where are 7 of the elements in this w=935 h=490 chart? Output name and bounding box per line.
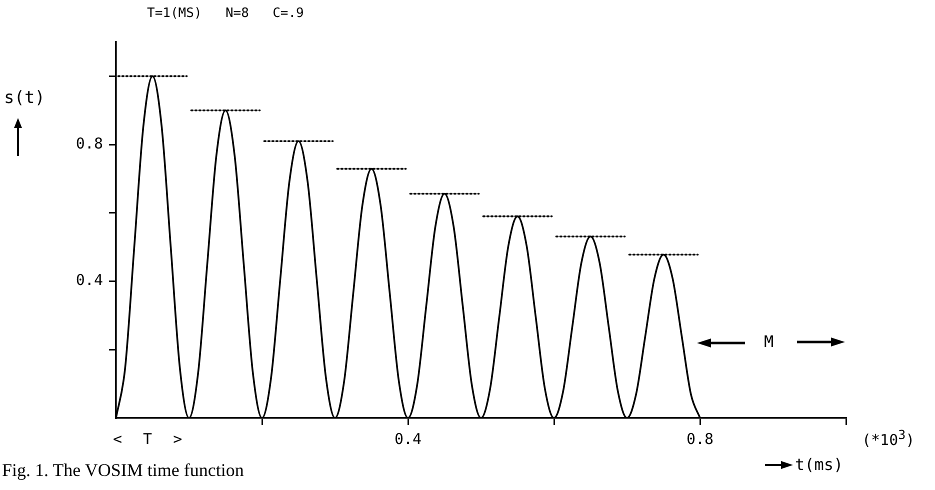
caption: Fig. 1. The VOSIM time function [2, 460, 244, 481]
text: (*10$^{3}$) [862, 427, 915, 449]
x-axis-title: t(ms) [795, 455, 844, 474]
annotation: M [764, 332, 774, 351]
chart-title: T=1(MS) N=8 C=.9 [147, 6, 304, 21]
y-axis-title: s(t) [4, 88, 45, 108]
text: < T > [113, 430, 182, 448]
